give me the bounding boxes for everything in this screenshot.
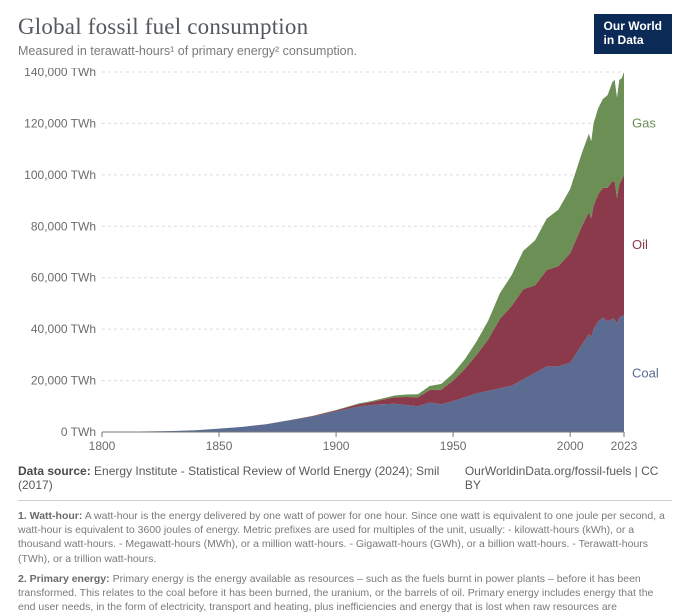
y-tick-label: 80,000 TWh	[31, 219, 96, 233]
y-tick-label: 120,000 TWh	[24, 116, 96, 130]
logo-line-2: in Data	[604, 34, 662, 48]
attribution: OurWorldinData.org/fossil-fuels | CC BY	[465, 464, 672, 492]
chart-subtitle: Measured in terawatt-hours¹ of primary e…	[18, 44, 357, 58]
x-tick-label: 1900	[323, 439, 350, 453]
stacked-area-chart: 0 TWh 20,000 TWh 40,000 TWh 60,000 TWh 80,00…	[18, 68, 672, 458]
y-tick-label: 60,000 TWh	[31, 271, 96, 285]
source-footer: Data source: Energy Institute - Statisti…	[18, 464, 672, 501]
footnote-1: 1. Watt-hour: A watt-hour is the energy …	[18, 509, 672, 566]
y-tick-label: 0 TWh	[61, 425, 96, 439]
header: Global fossil fuel consumption Measured …	[18, 14, 672, 66]
y-tick-label: 40,000 TWh	[31, 322, 96, 336]
data-source: Data source: Energy Institute - Statisti…	[18, 464, 465, 492]
y-tick-label: 100,000 TWh	[24, 168, 96, 182]
header-text: Global fossil fuel consumption Measured …	[18, 14, 357, 66]
x-tick-label: 1800	[89, 439, 116, 453]
x-tick-label: 2000	[557, 439, 584, 453]
series-label-coal: Coal	[632, 366, 659, 381]
chart-area: 0 TWh 20,000 TWh 40,000 TWh 60,000 TWh 80,00…	[18, 68, 672, 458]
data-source-label: Data source:	[18, 464, 91, 478]
x-tick-label: 1850	[206, 439, 233, 453]
logo-line-1: Our World	[604, 20, 662, 34]
series-label-gas: Gas	[632, 115, 656, 130]
y-tick-label: 20,000 TWh	[31, 374, 96, 388]
footnote-1-text: A watt-hour is the energy delivered by o…	[18, 510, 665, 565]
footnote-2: 2. Primary energy: Primary energy is the…	[18, 572, 672, 615]
series-label-oil: Oil	[632, 237, 648, 252]
y-tick-label: 140,000 TWh	[24, 68, 96, 79]
owid-logo: Our World in Data	[594, 14, 672, 54]
x-tick-label: 1950	[440, 439, 467, 453]
page-root: Global fossil fuel consumption Measured …	[0, 0, 690, 615]
footnote-2-label: 2. Primary energy:	[18, 573, 110, 585]
chart-title: Global fossil fuel consumption	[18, 14, 357, 40]
x-tick-label: 2023	[611, 439, 638, 453]
footnotes: 1. Watt-hour: A watt-hour is the energy …	[18, 509, 672, 615]
footnote-1-label: 1. Watt-hour:	[18, 510, 82, 522]
footnote-2-text: Primary energy is the energy available a…	[18, 573, 653, 615]
